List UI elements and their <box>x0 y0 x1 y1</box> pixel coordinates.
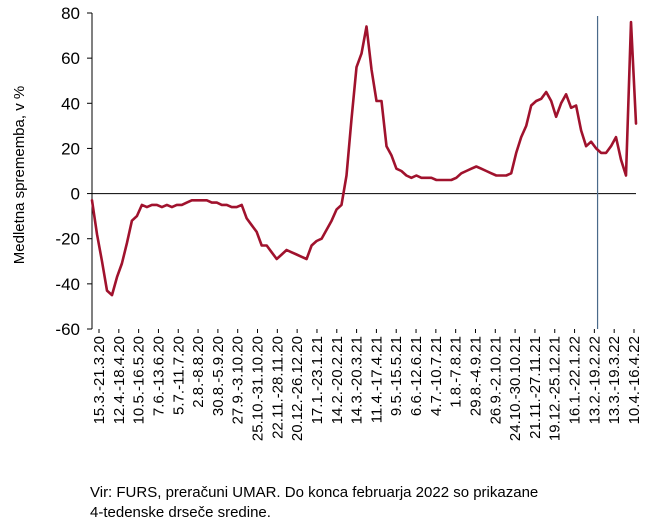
x-tick-label: 5.7.-11.7.20 <box>170 336 187 415</box>
x-tick-label: 11.4.-17.4.21 <box>368 336 385 423</box>
x-tick-label: 2.8.-8.8.20 <box>190 336 207 408</box>
source-note-line2: 4-tedenske drseče sredine. <box>90 504 271 521</box>
x-tick-label: 6.6.-12.6.21 <box>408 336 425 416</box>
x-tick-label: 14.3.-20.3.21 <box>349 336 366 424</box>
y-axis-ticks: -60 -40 -20 0 20 40 60 80 <box>55 4 92 339</box>
line-chart: Medletna sprememba, v % -60 -40 -20 0 20 40 60… <box>11 4 643 441</box>
x-tick-label: 9.5.-15.5.21 <box>388 336 405 416</box>
x-tick-label: 4.7.-10.7.21 <box>428 336 445 416</box>
x-tick-label: 12.4.-18.4.20 <box>111 336 128 424</box>
x-tick-label: 10.5.-16.5.20 <box>131 336 148 424</box>
y-tick-label: -20 <box>55 230 80 249</box>
y-axis-label: Medletna sprememba, v % <box>11 86 28 264</box>
y-tick-label: -40 <box>55 275 80 294</box>
x-tick-label: 30.8.-5.9.20 <box>210 336 227 416</box>
y-tick-label: 80 <box>61 4 80 23</box>
x-tick-label: 13.2.-19.2.22 <box>586 336 603 424</box>
source-note: Vir: FURS, preračuni UMAR. Do konca febr… <box>90 483 645 523</box>
y-tick-label: -60 <box>55 320 80 339</box>
x-axis-ticks: 15.3.-21.3.20 12.4.-18.4.20 10.5.-16.5.20 7… <box>91 329 643 441</box>
x-tick-label: 15.3.-21.3.20 <box>91 336 108 424</box>
y-tick-label: 60 <box>61 49 80 68</box>
x-tick-label: 13.3.-19.3.22 <box>606 336 623 424</box>
x-tick-label: 25.10.-31.10.20 <box>250 336 267 441</box>
y-tick-label: 0 <box>71 185 80 204</box>
y-tick-label: 20 <box>61 139 80 158</box>
x-tick-label: 20.12.-26.12.20 <box>289 336 306 441</box>
x-tick-label: 14.2.-20.2.21 <box>329 336 346 424</box>
x-tick-label: 7.6.-13.6.20 <box>150 336 167 416</box>
x-tick-label: 26.9.-2.10.21 <box>487 336 504 424</box>
series-line <box>90 20 638 297</box>
x-tick-label: 27.9.-3.10.20 <box>230 336 247 424</box>
x-tick-label: 24.10.-30.10.21 <box>507 336 524 441</box>
x-tick-label: 29.8.-4.9.21 <box>467 336 484 416</box>
y-tick-label: 40 <box>61 94 80 113</box>
x-tick-label: 17.1.-23.1.21 <box>309 336 326 424</box>
x-tick-label: 19.12.-25.12.21 <box>547 336 564 441</box>
x-tick-label: 10.4.-16.4.22 <box>626 336 643 424</box>
x-tick-label: 22.11.-28.11.20 <box>269 336 286 439</box>
x-tick-label: 21.11.-27.11.21 <box>527 336 544 439</box>
source-note-line1: Vir: FURS, preračuni UMAR. Do konca febr… <box>90 484 539 501</box>
x-tick-label: 16.1.-22.1.22 <box>567 336 584 424</box>
x-tick-label: 1.8.-7.8.21 <box>448 336 465 408</box>
